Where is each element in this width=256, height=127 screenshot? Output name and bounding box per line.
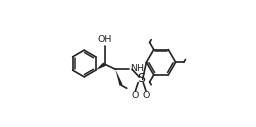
- Text: O: O: [131, 91, 139, 100]
- Text: NH: NH: [130, 64, 144, 73]
- Text: O: O: [143, 91, 150, 100]
- Polygon shape: [115, 69, 123, 86]
- Text: S: S: [137, 72, 145, 85]
- Polygon shape: [96, 62, 106, 70]
- Text: OH: OH: [98, 35, 112, 44]
